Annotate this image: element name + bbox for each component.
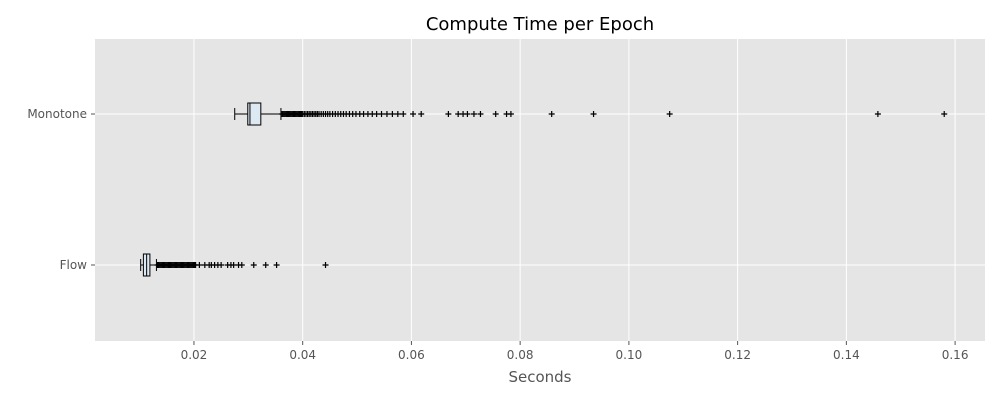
monotone-outlier [445,111,452,117]
monotone-outlier [477,111,484,117]
chart-title: Compute Time per Epoch [426,14,654,35]
monotone-outlier [590,111,597,117]
flow-outlier [262,262,269,268]
monotone-outlier [492,111,499,117]
x-tick-label: 0.04 [289,348,316,362]
monotone-outlier [470,111,477,117]
data-marks [140,102,948,277]
monotone-outlier [378,111,385,117]
monotone-outlier [418,111,425,117]
x-tick-label: 0.06 [398,348,425,362]
monotone-outlier [389,111,396,117]
flow-outlier [218,262,225,268]
monotone-outlier [410,111,417,117]
x-axis-label: Seconds [508,368,571,386]
x-tick-label: 0.02 [181,348,208,362]
y-tick-label-monotone: Monotone [27,107,87,121]
monotone-outlier [941,111,948,117]
monotone-outlier [666,111,673,117]
monotone-box [247,102,262,126]
plot-background [95,39,985,341]
monotone-outlier [507,111,514,117]
monotone-outlier [548,111,555,117]
x-tick-label: 0.10 [616,348,643,362]
flow-outlier [322,262,329,268]
monotone-outlier [383,111,390,117]
axis-ticks: 0.02 0.04 0.06 0.08 0.10 0.12 0.14 0.16 Monotone… [27,107,968,362]
x-tick-label: 0.08 [507,348,534,362]
monotone-outlier [464,111,471,117]
flow-outlier [238,262,245,268]
x-tick-label: 0.12 [724,348,751,362]
monotone-outlier [394,111,401,117]
flow-outlier [273,262,280,268]
monotone-outlier [874,111,881,117]
monotone-outlier [400,111,407,117]
flow-outlier [196,262,203,268]
flow-outlier [250,262,257,268]
y-tick-label-flow: Flow [60,258,88,272]
x-tick-label: 0.16 [942,348,969,362]
x-tick-label: 0.14 [833,348,860,362]
